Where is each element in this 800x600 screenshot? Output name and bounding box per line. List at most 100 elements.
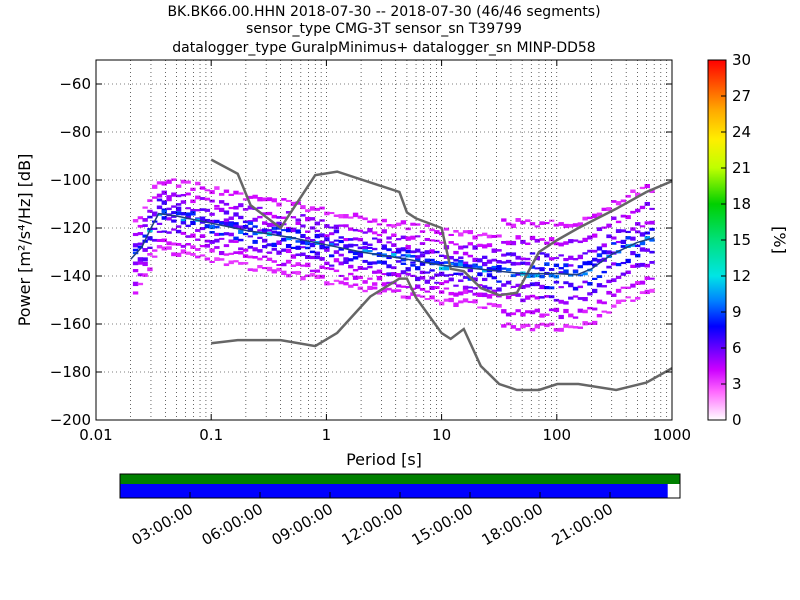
heatmap-cell [132,261,139,266]
heatmap-cell [386,272,392,277]
heatmap-cell [276,250,282,255]
heatmap-cell [405,236,411,241]
heatmap-cell [491,289,497,293]
heatmap-cell [596,299,603,304]
heatmap-cell [156,230,163,233]
heatmap-cell [257,197,263,202]
heatmap-cell [515,283,521,288]
heatmap-cell [620,245,627,248]
heatmap-cell [577,254,584,260]
heatmap-cell [458,291,464,296]
heatmap-cell [333,239,340,242]
heatmap-cell [644,231,650,235]
heatmap-cell [611,278,617,283]
heatmap-cell [376,269,383,274]
heatmap-cell [309,250,316,254]
heatmap-cell [161,190,167,195]
heatmap-cell [204,239,211,243]
heatmap-cell [285,243,292,248]
heatmap-cell [185,251,191,255]
heatmap-cell [410,254,416,258]
heatmap-cell [635,281,641,285]
heatmap-cell [357,215,364,219]
heatmap-cell [271,260,277,263]
y-axis-label: Power [m²/s⁴/Hz] [dB] [15,154,34,327]
heatmap-cell [491,234,497,238]
heatmap-cell [190,245,196,249]
heatmap-cell [300,246,306,249]
heatmap-cell [367,277,373,280]
heatmap-cell [462,251,469,256]
heatmap-cell [147,199,153,203]
heatmap-cell [635,244,641,248]
heatmap-cell [482,232,488,236]
heatmap-cell [462,276,469,279]
heatmap-cell [577,222,584,227]
heatmap-cell [218,237,225,240]
heatmap-cell [343,244,349,249]
heatmap-cell [438,271,445,277]
heatmap-cell [443,298,450,302]
heatmap-cell [309,269,316,273]
heatmap-cell [525,242,531,246]
heatmap-cell [300,205,306,210]
heatmap-cell [324,211,330,216]
y-axis-ticks: −200 −180 −160 −140 −120 −100 −80 −60 [50,75,672,429]
heatmap-cell [271,269,277,274]
heatmap-cell [180,193,187,197]
heatmap-cell [271,242,277,248]
heatmap-cell [630,236,636,241]
heatmap-cell [185,235,191,238]
heatmap-cell [472,235,478,240]
heatmap-cell [142,248,148,252]
heatmap-cell [620,261,627,265]
heatmap-cell [644,248,650,252]
heatmap-cell [228,239,234,243]
heatmap-cell [262,255,268,258]
heatmap-cell [625,270,631,275]
heatmap-cell [132,291,139,295]
heatmap-cell [362,245,368,251]
heatmap-cell [591,233,598,238]
heatmap-cell [199,197,206,200]
heatmap-cell [582,309,588,314]
heatmap-cell [582,216,588,221]
heatmap-cell [438,254,445,258]
heatmap-cell [467,264,474,268]
heatmap-cell [152,196,158,199]
heatmap-cell [309,272,316,277]
heatmap-cell [362,231,368,234]
heatmap-cell [486,294,493,299]
heatmap-cell [362,259,368,263]
heatmap-cell [529,310,536,315]
heatmap-cell [491,265,497,269]
heatmap-cell [486,286,493,290]
heatmap-cell [491,248,497,253]
time-tick-label: 15:00:00 [409,500,476,549]
heatmap-cell [281,229,287,232]
heatmap-cell [620,239,627,245]
heatmap-cell [252,225,258,228]
heatmap-cell [314,255,320,260]
heatmap-cell [572,223,579,227]
heatmap-cell [338,280,344,285]
heatmap-cell [415,284,421,289]
heatmap-cell [367,220,373,223]
heatmap-cell [190,252,196,256]
heatmap-cell [558,222,564,226]
heatmap-cell [505,252,512,256]
heatmap-cell [544,286,550,290]
heatmap-cell [247,221,254,225]
heatmap-cell [405,254,411,258]
heatmap-cell [587,322,593,326]
heatmap-cell [453,258,459,262]
heatmap-cell [395,238,402,241]
heatmap-cell [491,258,497,262]
heatmap-cell [152,238,158,242]
heatmap-cell [185,215,191,220]
heatmap-cell [247,227,254,232]
heatmap-cell [352,283,359,287]
heatmap-cell [544,313,550,316]
heatmap-cell [620,299,627,302]
heatmap-cell [372,218,378,223]
